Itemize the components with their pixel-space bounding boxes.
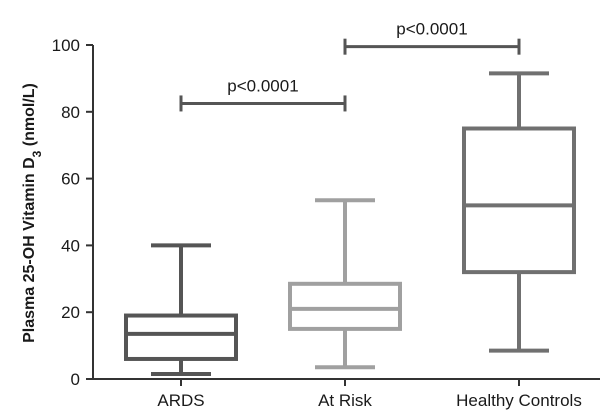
y-tick-label-60: 60	[61, 170, 80, 189]
x-category-labels: ARDS At Risk Healthy Controls	[157, 379, 582, 410]
x-category-label-3: Healthy Controls	[456, 391, 582, 410]
iqr-box	[462, 126, 576, 275]
box-1	[124, 243, 238, 376]
x-category-label-2: At Risk	[318, 391, 372, 410]
axes	[92, 45, 600, 380]
y-axis-label: Plasma 25-OH Vitamin D3 (nmol/L)	[21, 83, 44, 343]
boxes	[124, 71, 576, 376]
significance-bracket-2: p<0.0001	[343, 20, 521, 55]
y-tick-label-80: 80	[61, 103, 80, 122]
y-tick-label-100: 100	[52, 36, 80, 55]
y-tick-label-20: 20	[61, 303, 80, 322]
y-tick-label-0: 0	[71, 370, 80, 389]
p-value-label: p<0.0001	[227, 76, 298, 95]
p-value-label: p<0.0001	[396, 20, 467, 39]
box-2	[288, 198, 402, 370]
y-ticks: 0 20 40 60 80 100	[52, 36, 93, 389]
y-tick-label-40: 40	[61, 236, 80, 255]
y-axis-label-main: Plasma 25-OH Vitamin D	[21, 157, 38, 343]
box-3	[462, 71, 576, 353]
x-category-label-1: ARDS	[157, 391, 204, 410]
y-axis-label-subscript: 3	[30, 150, 44, 157]
y-axis-label-unit: (nmol/L)	[21, 83, 38, 151]
significance-annotations: p<0.0001 p<0.0001	[179, 20, 521, 112]
iqr-box	[288, 281, 402, 331]
significance-bracket-1: p<0.0001	[179, 76, 347, 112]
iqr-box	[124, 313, 238, 361]
